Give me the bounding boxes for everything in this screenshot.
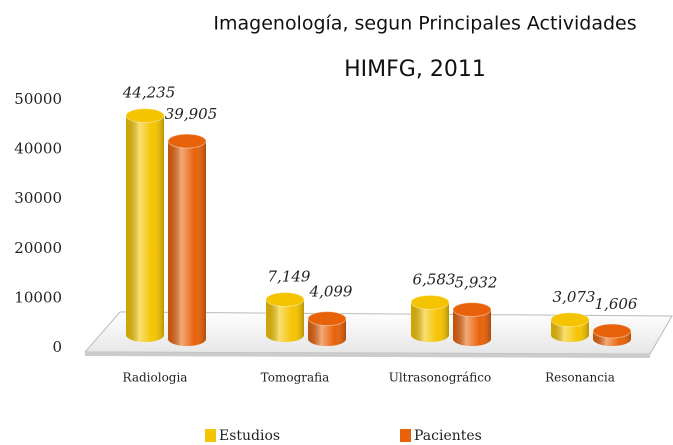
bar — [452, 302, 492, 346]
bar-top — [307, 311, 347, 327]
bar — [265, 292, 305, 342]
legend-label: Estudios — [219, 428, 280, 444]
bar — [167, 133, 207, 346]
legend-label: Pacientes — [414, 428, 482, 444]
bar-top — [410, 294, 450, 310]
y-tick-label: 30000 — [14, 189, 62, 207]
bar — [550, 312, 590, 342]
x-tick-label: Ultrasonográfico — [389, 371, 492, 385]
bar-top — [167, 133, 207, 149]
bar-top — [265, 292, 305, 308]
bar-top — [550, 312, 590, 328]
bar — [592, 323, 632, 346]
bar-shine — [453, 309, 491, 346]
bar-shine — [266, 299, 304, 342]
x-tick-label: Resonancia — [545, 371, 615, 385]
value-label: 5,932 — [455, 274, 498, 292]
y-tick-label: 10000 — [14, 288, 62, 306]
chart-title: Imagenología, segun Principales Activida… — [213, 13, 636, 35]
x-tick-label: Tomografia — [261, 371, 330, 385]
value-label: 1,606 — [595, 295, 638, 313]
x-tick-label: Radiologia — [123, 371, 188, 385]
legend-swatch — [400, 429, 411, 442]
bar-shine — [308, 318, 346, 346]
value-label: 4,099 — [309, 283, 353, 301]
bar-top — [452, 302, 492, 318]
value-label: 44,235 — [122, 84, 176, 102]
bar-shine — [411, 302, 449, 342]
chart-subtitle: HIMFG, 2011 — [344, 57, 486, 82]
legend-swatch — [205, 429, 216, 442]
bar-top — [125, 108, 165, 124]
value-label: 3,073 — [553, 288, 596, 306]
floor-edge — [85, 352, 650, 358]
bar — [307, 311, 347, 346]
bar-shine — [168, 141, 206, 346]
bar-shine — [126, 115, 164, 343]
value-label: 7,149 — [268, 268, 311, 286]
y-tick-label: 0 — [52, 338, 62, 356]
bar — [125, 108, 165, 343]
value-label: 6,583 — [413, 270, 456, 288]
y-tick-label: 20000 — [14, 239, 62, 257]
y-tick-label: 50000 — [14, 90, 62, 108]
bar — [410, 294, 450, 342]
value-label: 39,905 — [165, 105, 218, 123]
bar-top — [592, 323, 632, 339]
y-tick-label: 40000 — [14, 140, 62, 158]
